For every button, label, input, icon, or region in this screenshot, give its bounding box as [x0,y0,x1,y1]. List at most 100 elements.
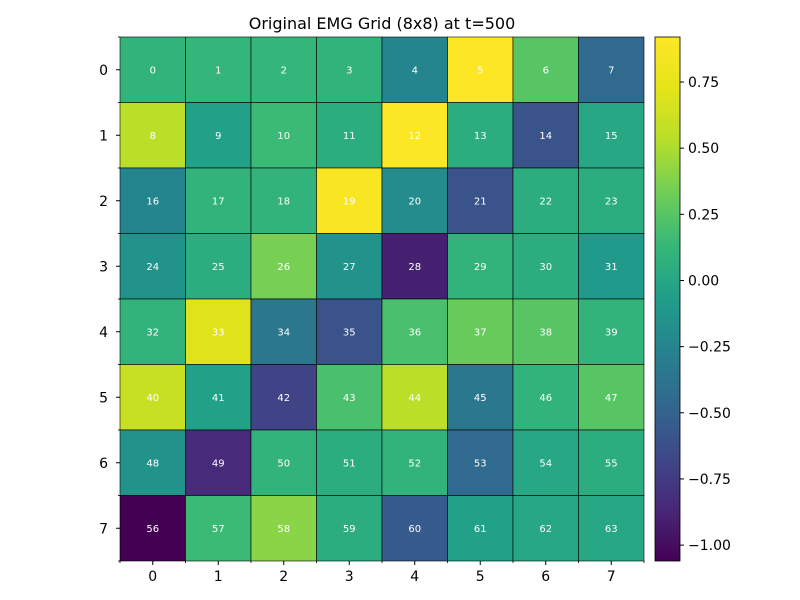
cell-label: 61 [474,524,487,535]
heatmap-cell-16 [119,167,186,234]
heatmap-cell-18 [250,167,317,234]
cell-label: 60 [408,524,421,535]
x-axis: 0 1 2 3 4 5 6 7 [119,561,645,585]
cell-label: 51 [343,458,356,469]
x-tick-label: 5 [476,569,485,585]
cell-label: 34 [277,327,290,338]
cell-label: 42 [277,393,290,404]
cell-label: 52 [408,458,421,469]
heatmap-cell-28 [381,233,448,300]
heatmap-cell-12 [381,102,448,169]
colorbar: 0.75 0.50 0.25 0.00 −0.25 −0.50 −0.75 −1.00 [654,36,731,562]
heatmap-cell-27 [316,233,383,300]
y-tick-label: 4 [99,325,108,341]
heatmap-cell-55 [578,429,645,496]
cell-label: 55 [605,458,618,469]
x-tick-label: 6 [541,569,550,585]
heatmap-cell-22 [512,167,579,234]
cell-label: 59 [343,524,356,535]
heatmap-cell-48 [119,429,186,496]
heatmap-cell-60 [381,495,448,562]
heatmap-cell-0 [119,36,186,103]
cell-label: 24 [146,262,159,273]
cell-label: 9 [215,131,221,142]
cell-label: 12 [408,131,421,142]
cell-label: 62 [539,524,552,535]
x-tick-label: 4 [410,569,419,585]
heatmap-cell-52 [381,429,448,496]
heatmap-cell-53 [447,429,514,496]
y-tick-label: 0 [99,63,108,79]
cell-label: 40 [146,393,159,404]
heatmap-cell-50 [250,429,317,496]
heatmap-cell-35 [316,298,383,365]
y-tick-label: 7 [99,521,108,537]
x-tick-label: 0 [148,569,157,585]
x-tick-label: 2 [279,569,288,585]
cell-label: 11 [343,131,356,142]
cell-label: 53 [474,458,487,469]
y-tick-label: 6 [99,456,108,472]
heatmap-cell-26 [250,233,317,300]
cell-label: 26 [277,262,290,273]
y-axis: 0 1 2 3 4 5 6 7 [99,36,120,562]
x-tick-label: 1 [214,569,223,585]
heatmap-cell-24 [119,233,186,300]
heatmap-cell-21 [447,167,514,234]
heatmap-cell-7 [578,36,645,103]
cell-label: 46 [539,393,552,404]
cell-label: 39 [605,327,618,338]
cell-label: 6 [543,65,549,76]
cell-label: 21 [474,196,487,207]
colorbar-tick-label: 0.00 [688,273,719,289]
cell-label: 50 [277,458,290,469]
cell-label: 3 [346,65,352,76]
cell-label: 5 [477,65,483,76]
heatmap-cell-17 [185,167,252,234]
cell-label: 22 [539,196,552,207]
heatmap-cell-15 [578,102,645,169]
heatmap-cell-1 [185,36,252,103]
y-tick-label: 1 [99,128,108,144]
heatmap-cell-38 [512,298,579,365]
heatmap-cell-61 [447,495,514,562]
heatmap-cell-39 [578,298,645,365]
colorbar-tick-label: 0.50 [688,141,719,157]
cell-label: 30 [539,262,552,273]
cell-label: 56 [146,524,159,535]
cell-label: 25 [212,262,225,273]
cell-label: 35 [343,327,356,338]
cell-label: 43 [343,393,356,404]
cell-label: 32 [146,327,159,338]
cell-label: 17 [212,196,225,207]
y-tick-label: 3 [99,259,108,275]
heatmap-cell-58 [250,495,317,562]
cell-label: 18 [277,196,290,207]
cell-label: 20 [408,196,421,207]
heatmap-cell-30 [512,233,579,300]
cell-label: 15 [605,131,618,142]
heatmap-cell-54 [512,429,579,496]
colorbar-tick-label: −0.50 [688,406,731,422]
cell-label: 16 [146,196,159,207]
colorbar-tick-label: 0.25 [688,207,719,223]
cell-label: 27 [343,262,356,273]
y-tick-label: 2 [99,194,108,210]
cell-label: 10 [277,131,290,142]
heatmap-cell-2 [250,36,317,103]
cell-label: 1 [215,65,221,76]
cell-label: 19 [343,196,356,207]
cell-label: 29 [474,262,487,273]
cell-label: 58 [277,524,290,535]
heatmap-cell-45 [447,364,514,431]
cell-label: 14 [539,131,552,142]
cell-label: 63 [605,524,618,535]
heatmap-cell-3 [316,36,383,103]
cell-label: 44 [408,393,421,404]
cell-label: 41 [212,393,225,404]
heatmap-cell-47 [578,364,645,431]
colorbar-gradient [654,36,681,562]
heatmap-cell-4 [381,36,448,103]
